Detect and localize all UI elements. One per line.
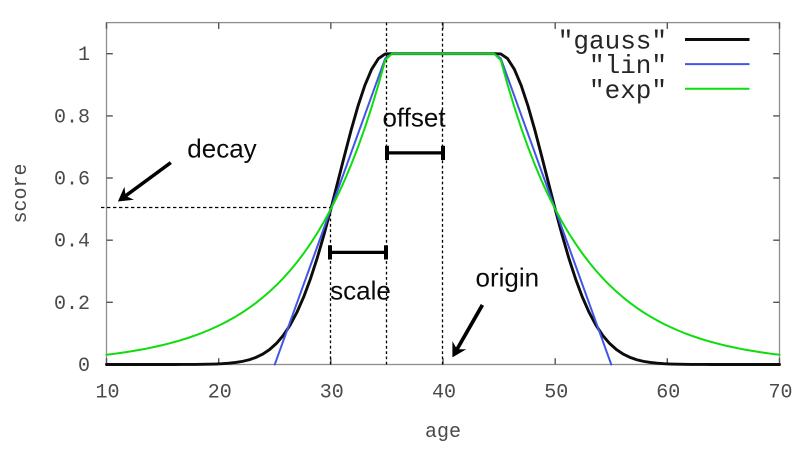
svg-text:"lin": "lin" xyxy=(589,51,667,81)
svg-text:10: 10 xyxy=(95,382,119,405)
svg-text:"exp": "exp" xyxy=(589,76,667,106)
svg-text:offset: offset xyxy=(382,103,446,133)
svg-text:20: 20 xyxy=(208,382,232,405)
svg-text:50: 50 xyxy=(544,382,568,405)
svg-text:"gauss": "gauss" xyxy=(558,27,667,57)
svg-text:scale: scale xyxy=(330,276,391,306)
svg-text:score: score xyxy=(10,163,33,223)
svg-text:0.4: 0.4 xyxy=(54,231,90,254)
svg-text:1: 1 xyxy=(78,44,90,67)
svg-text:0.8: 0.8 xyxy=(54,106,90,129)
svg-text:40: 40 xyxy=(432,382,456,405)
svg-text:60: 60 xyxy=(656,382,680,405)
svg-text:age: age xyxy=(425,421,461,444)
svg-text:70: 70 xyxy=(768,382,792,405)
svg-text:origin: origin xyxy=(476,263,540,293)
svg-text:decay: decay xyxy=(187,134,256,164)
svg-text:0.6: 0.6 xyxy=(54,169,90,192)
svg-text:0: 0 xyxy=(78,355,90,378)
svg-text:30: 30 xyxy=(320,382,344,405)
svg-text:0.2: 0.2 xyxy=(54,293,90,316)
